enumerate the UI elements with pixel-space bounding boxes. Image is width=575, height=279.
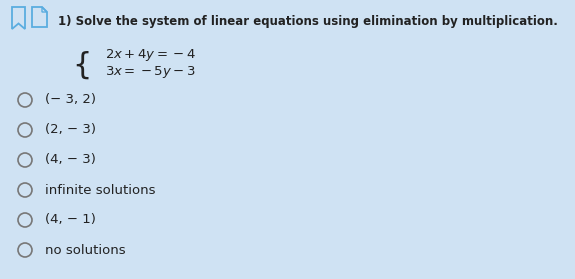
Text: {: { — [72, 51, 91, 80]
Text: (4, − 3): (4, − 3) — [45, 153, 96, 167]
Text: (2, − 3): (2, − 3) — [45, 124, 96, 136]
Text: (4, − 1): (4, − 1) — [45, 213, 96, 227]
Text: no solutions: no solutions — [45, 244, 125, 256]
Text: $2x + 4y = -4$: $2x + 4y = -4$ — [105, 47, 196, 63]
Text: $3x = -5y - 3$: $3x = -5y - 3$ — [105, 64, 196, 80]
Text: 1) Solve the system of linear equations using elimination by multiplication.: 1) Solve the system of linear equations … — [58, 15, 558, 28]
Text: infinite solutions: infinite solutions — [45, 184, 155, 196]
Text: (− 3, 2): (− 3, 2) — [45, 93, 96, 107]
